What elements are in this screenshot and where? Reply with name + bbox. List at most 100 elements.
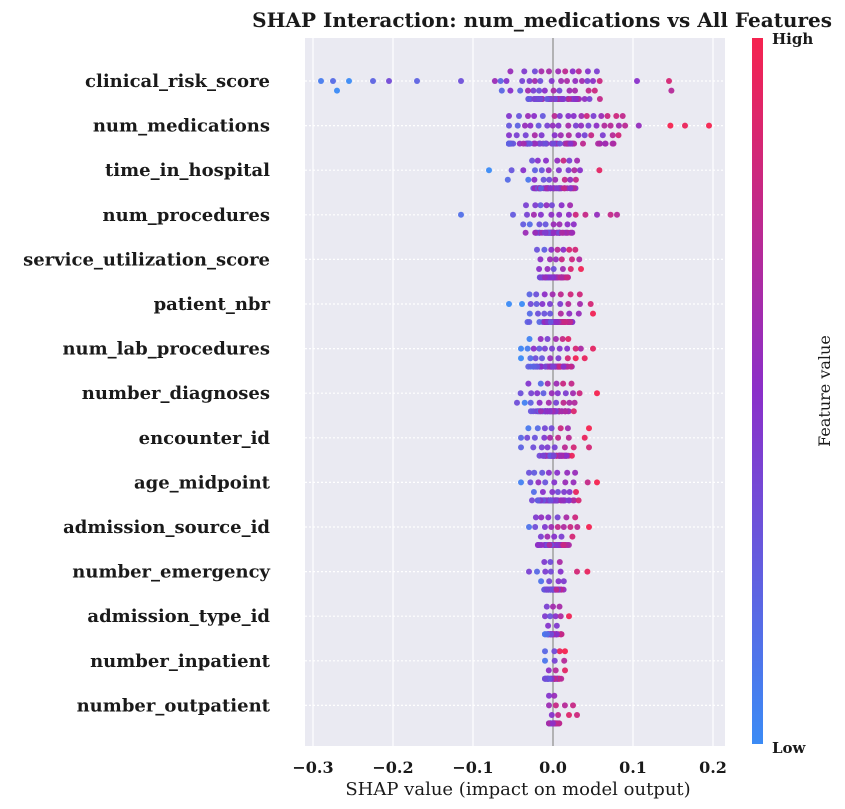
shap-point [581,355,588,362]
shap-point [557,310,564,317]
shap-point [547,434,553,441]
x-tick-label: −0.2 [372,758,413,777]
shap-point [542,140,549,147]
shap-point [537,533,544,540]
shap-point [566,246,573,253]
shap-point [529,157,536,164]
shap-point [545,667,552,674]
shap-point [706,122,712,129]
shap-point [486,167,492,174]
shap-point [565,211,572,218]
colorbar-low-label: Low [772,739,807,757]
shap-point [541,524,548,530]
shap-point [551,692,558,699]
shap-point [549,489,556,495]
shap-point [553,380,560,387]
shap-point [532,202,539,209]
shap-point [533,291,540,298]
colorbar-high-label: High [772,30,813,48]
shap-point [334,87,340,94]
shap-point [507,87,514,94]
shap-point [565,113,572,119]
shap-point [525,425,532,432]
shap-point [520,140,527,147]
shap-point [552,256,559,263]
shap-point [507,68,514,75]
shap-point [548,202,555,209]
shap-point [554,469,561,476]
shap-point [564,345,571,352]
shap-point [536,87,543,94]
feature-label: admission_source_id [63,517,270,538]
shap-point [572,122,579,129]
shap-point [564,78,570,84]
shap-point [565,167,572,174]
shap-point [518,434,524,441]
shap-point [549,720,556,727]
shap-point [560,363,567,370]
shap-point [520,167,527,174]
colorbar [752,38,763,744]
feature-label: num_lab_procedures [62,339,270,360]
shap-point [531,96,538,102]
shap-point [521,68,528,75]
shap-point [548,631,555,638]
shap-point [542,675,548,682]
feature-label: service_utilization_score [23,249,270,270]
shap-point [554,514,561,521]
shap-point [570,390,576,397]
shap-point [562,390,569,397]
shap-point [635,122,642,129]
shap-point [524,345,531,352]
shap-point [540,452,547,459]
shap-point [565,132,572,139]
shap-point [551,479,558,486]
shap-point [522,132,529,139]
shap-point [593,68,600,75]
shap-point [533,301,540,307]
shap-point [526,469,532,476]
shap-point [667,122,674,129]
shap-point [566,399,573,406]
shap-point [547,256,553,263]
shap-point [564,221,571,228]
shap-point [532,229,539,236]
shap-point [547,310,554,317]
shap-point [532,355,539,362]
shap-point [539,469,546,476]
shap-point [551,113,558,119]
shap-point [552,176,559,183]
shap-point [541,87,548,94]
shap-point [531,132,538,139]
shap-point [615,122,622,129]
shap-point [562,667,568,674]
shap-point [497,78,504,84]
shap-point [534,542,541,548]
shap-point [555,578,562,585]
shap-point [552,613,559,620]
shap-point [547,185,554,192]
shap-point [536,266,543,272]
shap-point [546,542,553,548]
shap-point [526,78,533,84]
shap-point [525,380,532,387]
shap-point [558,675,565,682]
shap-point [557,613,564,620]
shap-point [544,408,551,415]
shap-point [565,96,572,102]
shap-point [546,578,553,585]
shap-point [506,113,512,119]
shap-point [594,479,600,486]
shap-point [556,221,563,228]
plot-area [305,38,725,746]
shap-point [560,157,567,164]
shap-point [567,266,574,272]
shap-point [588,132,595,139]
shap-point [555,122,562,129]
shap-point [560,246,567,253]
shap-point [566,310,573,317]
shap-point [556,345,563,352]
shap-point [538,578,545,585]
shap-point [556,113,563,119]
shap-point [548,712,555,718]
